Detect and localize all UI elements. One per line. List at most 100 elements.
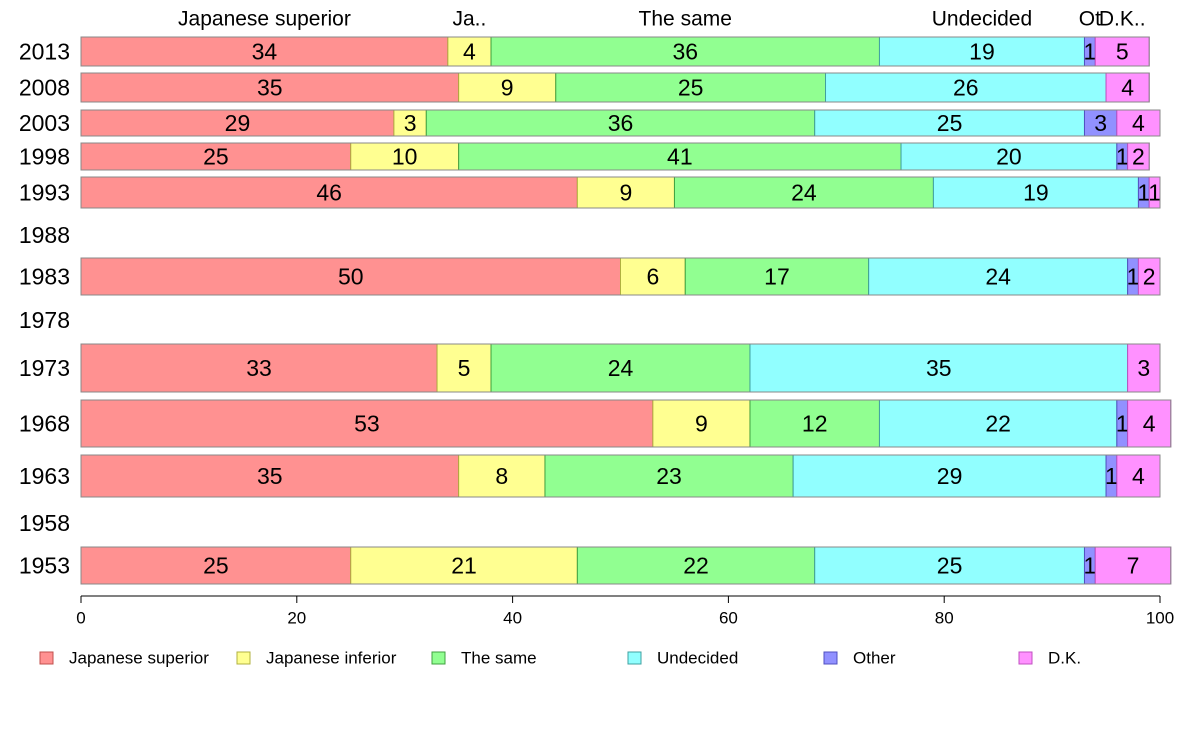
year-label-1973: 1973: [19, 355, 70, 381]
data-label-1968-japanese-superior: 53: [354, 411, 380, 437]
bar-outline-2003: [80, 109, 1161, 137]
legend-label-d-k-: D.K.: [1048, 649, 1081, 668]
bar-outline-1998: [80, 142, 1150, 171]
bar-segment-1998-japanese-superior: [80, 142, 352, 171]
bar-outline-1963: [80, 454, 1161, 498]
year-label-1958: 1958: [19, 510, 70, 536]
data-label-1963-japanese-superior: 35: [257, 463, 283, 489]
data-label-2008-d-k-: 4: [1121, 75, 1134, 101]
data-label-1993-japanese-inferior: 9: [619, 180, 632, 206]
legend-swatch-other: [823, 651, 838, 665]
x-tick-label-60: 60: [719, 609, 738, 628]
data-label-2008-undecided: 26: [953, 75, 979, 101]
data-label-1953-d-k-: 7: [1127, 553, 1140, 579]
data-label-1963-the-same: 23: [656, 463, 682, 489]
bar-outline-1993: [80, 176, 1161, 209]
data-label-1968-other: 1: [1116, 411, 1129, 437]
data-label-2003-japanese-inferior: 3: [404, 110, 417, 136]
year-label-1968: 1968: [19, 411, 70, 437]
data-label-1973-d-k-: 3: [1137, 355, 1150, 381]
legend-label-japanese-inferior: Japanese inferior: [266, 649, 397, 668]
data-label-1953-other: 1: [1083, 553, 1096, 579]
bar-segment-2008-the-same: [555, 72, 827, 103]
bar-outline-2008: [80, 72, 1150, 103]
x-axis: 0 20 40 60 80 100: [76, 595, 1174, 628]
bar-segment-1993-japanese-inferior: [576, 176, 675, 209]
data-label-2008-japanese-superior: 35: [257, 75, 283, 101]
top-label-undecided: Undecided: [932, 8, 1032, 31]
bar-segment-2008-undecided: [825, 72, 1107, 103]
data-label-1993-japanese-superior: 46: [316, 180, 342, 206]
data-label-2013-japanese-superior: 34: [252, 39, 278, 65]
data-label-1953-japanese-superior: 25: [203, 553, 229, 579]
legend: Japanese superior Japanese inferior The sa…: [39, 649, 1081, 668]
top-label-other: Ot: [1079, 8, 1101, 31]
data-label-1983-d-k-: 2: [1143, 264, 1156, 290]
year-axis-labels: 2013 2008 2003 1998 1993 1988 1983 1978 1973 1968…: [19, 39, 70, 579]
data-label-2003-other: 3: [1094, 110, 1107, 136]
data-label-1953-the-same: 22: [683, 553, 709, 579]
data-label-1953-undecided: 25: [937, 553, 963, 579]
data-label-1998-japanese-inferior: 10: [392, 144, 418, 170]
bar-segment-1953-d-k-: [1094, 546, 1172, 585]
top-label-japanese-inferior: Ja..: [453, 8, 487, 31]
year-label-1963: 1963: [19, 463, 70, 489]
data-label-1973-the-same: 24: [608, 355, 634, 381]
legend-swatch-undecided: [627, 651, 642, 665]
data-label-1983-japanese-superior: 50: [338, 264, 364, 290]
data-label-1968-undecided: 22: [985, 411, 1011, 437]
x-tick-label-20: 20: [287, 609, 306, 628]
year-label-2008: 2008: [19, 75, 70, 101]
year-label-1983: 1983: [19, 264, 70, 290]
bar-segment-1973-undecided: [749, 343, 1129, 393]
data-label-1983-the-same: 17: [764, 264, 790, 290]
year-label-1988: 1988: [19, 222, 70, 248]
bar-segment-1963-undecided: [792, 454, 1107, 498]
data-label-1998-japanese-superior: 25: [203, 144, 229, 170]
legend-label-the-same: The same: [461, 649, 537, 668]
year-label-1993: 1993: [19, 180, 70, 206]
bar-segment-1983-japanese-superior: [80, 257, 621, 296]
x-tick-label-40: 40: [503, 609, 522, 628]
bar-segment-1968-japanese-inferior: [652, 399, 751, 448]
data-label-1973-undecided: 35: [926, 355, 952, 381]
data-label-1953-japanese-inferior: 21: [451, 553, 477, 579]
bar-segment-1983-the-same: [684, 257, 870, 296]
bar-outline-1983: [80, 257, 1161, 296]
legend-swatch-japanese-inferior: [236, 651, 251, 665]
legend-swatch-d-k-: [1018, 651, 1033, 665]
data-label-1998-other: 1: [1116, 144, 1129, 170]
data-label-1998-d-k-: 2: [1132, 144, 1145, 170]
bar-outline-1968: [80, 399, 1172, 448]
data-label-1993-d-k-: 1: [1148, 180, 1161, 206]
bar-segment-2003-d-k-: [1116, 109, 1161, 137]
bar-segment-1953-the-same: [576, 546, 816, 585]
data-label-2013-d-k-: 5: [1116, 39, 1129, 65]
bar-outline-1973: [80, 343, 1161, 393]
bar-segment-1963-japanese-inferior: [458, 454, 546, 498]
bar-segment-1993-undecided: [932, 176, 1139, 209]
data-label-2013-japanese-inferior: 4: [463, 39, 476, 65]
year-label-1978: 1978: [19, 307, 70, 333]
legend-label-other: Other: [853, 649, 896, 668]
data-label-1968-japanese-inferior: 9: [695, 411, 708, 437]
data-label-2013-undecided: 19: [969, 39, 995, 65]
data-label-2003-japanese-superior: 29: [225, 110, 251, 136]
x-tick-label-100: 100: [1146, 609, 1174, 628]
data-label-1963-other: 1: [1105, 463, 1118, 489]
bar-segment-2013-japanese-inferior: [447, 36, 492, 67]
bar-segment-1973-japanese-inferior: [436, 343, 492, 393]
top-series-labels: Japanese superior Ja.. The same Undecided Ot…: [178, 8, 1146, 31]
data-label-2008-japanese-inferior: 9: [501, 75, 514, 101]
legend-swatch-the-same: [431, 651, 446, 665]
bar-segment-1968-japanese-superior: [80, 399, 654, 448]
data-label-1963-d-k-: 4: [1132, 463, 1145, 489]
data-label-1993-other: 1: [1137, 180, 1150, 206]
data-label-1998-undecided: 20: [996, 144, 1022, 170]
data-label-1968-d-k-: 4: [1143, 411, 1156, 437]
top-label-d-k-: D.K..: [1099, 8, 1146, 31]
bar-segment-1968-the-same: [749, 399, 880, 448]
bar-segment-1973-d-k-: [1127, 343, 1161, 393]
bar-segment-1963-japanese-superior: [80, 454, 460, 498]
